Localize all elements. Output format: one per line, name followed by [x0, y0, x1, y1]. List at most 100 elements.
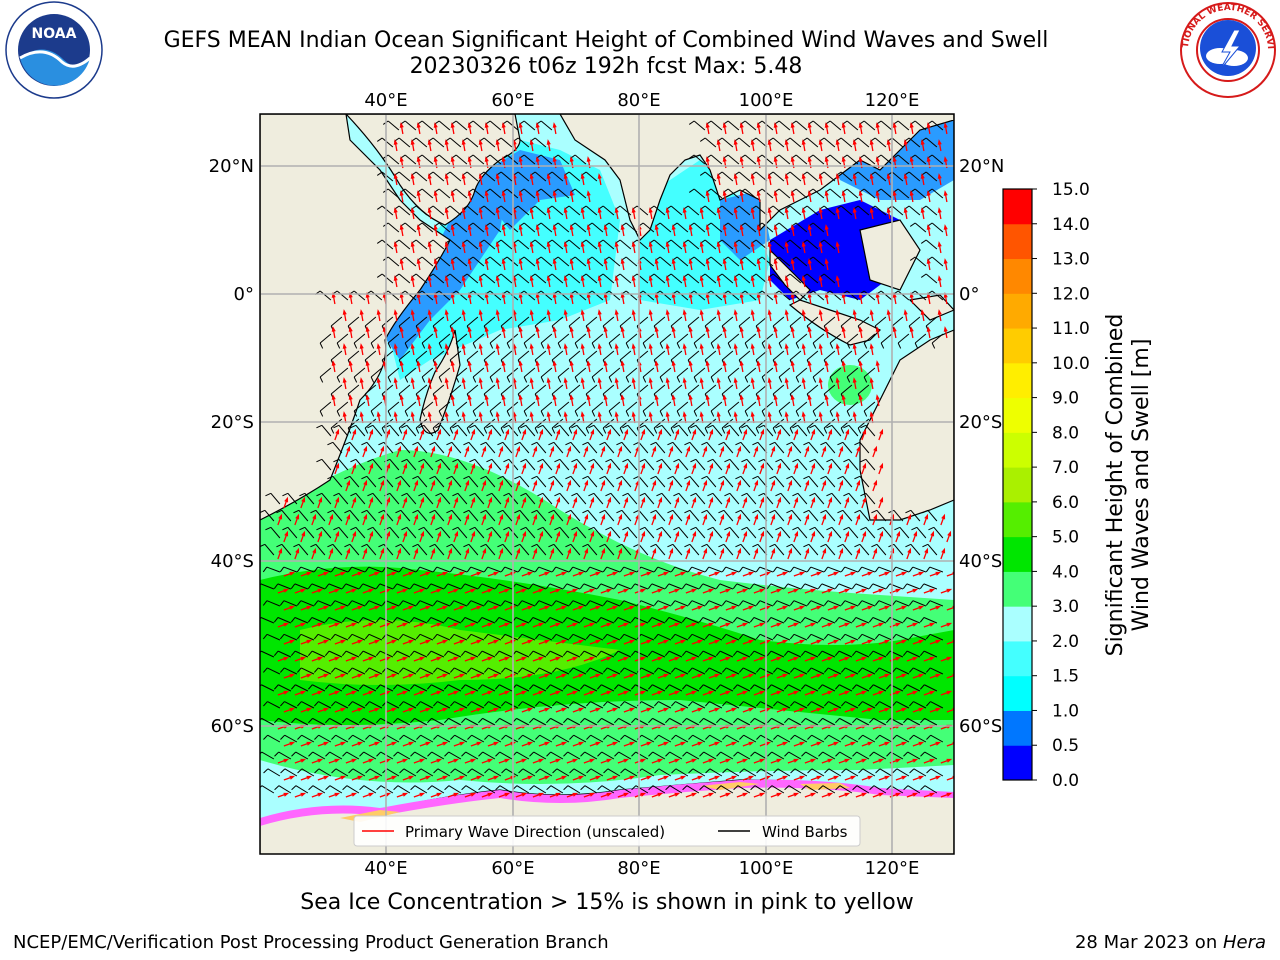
wind-barb	[489, 154, 502, 165]
wind-barb	[642, 256, 655, 267]
wind-barb	[336, 290, 349, 301]
wave-arrow-head	[697, 571, 704, 576]
wave-arrow-head	[414, 479, 419, 486]
wave-arrow-head	[824, 122, 829, 128]
wind-barb	[634, 650, 649, 658]
wave-arrow-head	[805, 513, 810, 520]
wind-barb	[504, 633, 519, 641]
wind-barb	[627, 458, 638, 471]
wave-arrow-head	[835, 343, 840, 349]
wave-arrow-head	[790, 122, 795, 128]
wind-barb-flag	[860, 424, 867, 429]
wave-arrow-head	[569, 360, 574, 366]
wind-barb-flag	[586, 701, 591, 707]
wind-barb-flag	[738, 427, 743, 434]
wave-arrow-head	[771, 513, 776, 520]
wave-arrow-head	[773, 224, 778, 230]
wave-arrow-head	[686, 547, 691, 554]
wave-arrow-head	[714, 605, 721, 610]
wave-arrow-head	[465, 513, 470, 520]
wind-barb-flag	[863, 410, 868, 417]
wind-barb	[787, 617, 802, 624]
wind-barb-flag	[755, 427, 760, 434]
wave-arrow-head	[444, 139, 449, 145]
wind-barb-flag	[480, 543, 487, 548]
wave-arrow-head	[376, 309, 381, 315]
noaa-logo-text: NOAA	[32, 26, 77, 42]
wind-barb	[387, 401, 400, 412]
wind-barb	[455, 401, 468, 412]
wind-barb-flag	[444, 785, 450, 791]
wave-arrow-head	[495, 309, 500, 315]
wind-barb-flag	[633, 441, 640, 446]
wind-barb-flag	[775, 424, 782, 429]
wind-barb	[896, 701, 910, 709]
wind-barb	[703, 717, 717, 726]
wind-barb-flag	[784, 785, 790, 791]
wind-barb-flag	[818, 751, 824, 757]
wind-barb	[472, 401, 485, 412]
wind-barb-flag	[562, 650, 568, 657]
wave-arrow-head	[501, 258, 506, 264]
wind-barb-flag	[393, 718, 398, 724]
wind-barb	[329, 751, 343, 760]
wind-barb	[755, 350, 768, 361]
wind-barb-flag	[687, 667, 693, 673]
wave-arrow-head	[782, 571, 789, 576]
wind-barb	[315, 543, 326, 556]
wind-barb	[587, 509, 598, 522]
wind-barb	[822, 785, 836, 794]
wind-barb	[468, 543, 479, 556]
wind-barb	[812, 188, 825, 199]
wind-barb	[414, 751, 428, 760]
wind-barb-flag	[829, 376, 834, 383]
wind-barb	[278, 785, 292, 794]
wind-barb-flag	[902, 617, 908, 623]
wind-barb	[584, 684, 598, 692]
wind-barb-flag	[710, 376, 715, 383]
wave-arrow-head	[586, 224, 591, 230]
wind-barb-flag	[574, 376, 579, 383]
wind-barb-flag	[648, 785, 654, 791]
wind-barb-flag	[614, 718, 619, 724]
wind-barb-flag	[308, 751, 314, 757]
wind-barb	[738, 137, 751, 148]
wind-barb-flag	[727, 410, 732, 417]
wind-barb	[284, 768, 298, 777]
wave-arrow-head	[487, 622, 494, 627]
wind-barb	[584, 785, 598, 794]
wind-barb	[573, 701, 587, 709]
wave-arrow-head	[839, 445, 844, 452]
wave-arrow-head	[743, 428, 748, 435]
wave-arrow-head	[861, 656, 868, 661]
wave-arrow-head	[739, 326, 744, 332]
wind-barb-flag	[667, 475, 674, 480]
wind-barb	[312, 785, 326, 794]
wind-barb	[691, 566, 706, 573]
wave-arrow-head	[569, 224, 574, 230]
wave-arrow-head	[488, 428, 493, 435]
wind-barb-flag	[307, 617, 313, 623]
wave-arrow-head	[348, 394, 353, 400]
wind-barb	[770, 650, 785, 658]
wind-barb	[436, 566, 451, 573]
wave-arrow-head	[824, 156, 829, 162]
wind-barb	[806, 350, 819, 361]
wind-barb	[872, 583, 887, 590]
wave-arrow-head	[478, 377, 483, 383]
wind-barb	[472, 290, 485, 301]
wind-barb	[914, 256, 927, 267]
wind-barb-flag	[393, 751, 399, 757]
wind-barb	[330, 350, 343, 361]
wind-barb	[907, 785, 921, 794]
wave-arrow-head	[731, 639, 738, 644]
wind-barb	[619, 273, 632, 284]
wind-barb	[312, 684, 326, 692]
wind-barb-flag	[682, 684, 687, 690]
wind-barb	[772, 171, 785, 182]
wind-barb	[621, 475, 632, 488]
wave-arrow-head	[431, 513, 436, 520]
wind-barb	[321, 492, 332, 505]
wind-barb-flag	[920, 239, 927, 244]
wind-barb	[607, 667, 621, 675]
